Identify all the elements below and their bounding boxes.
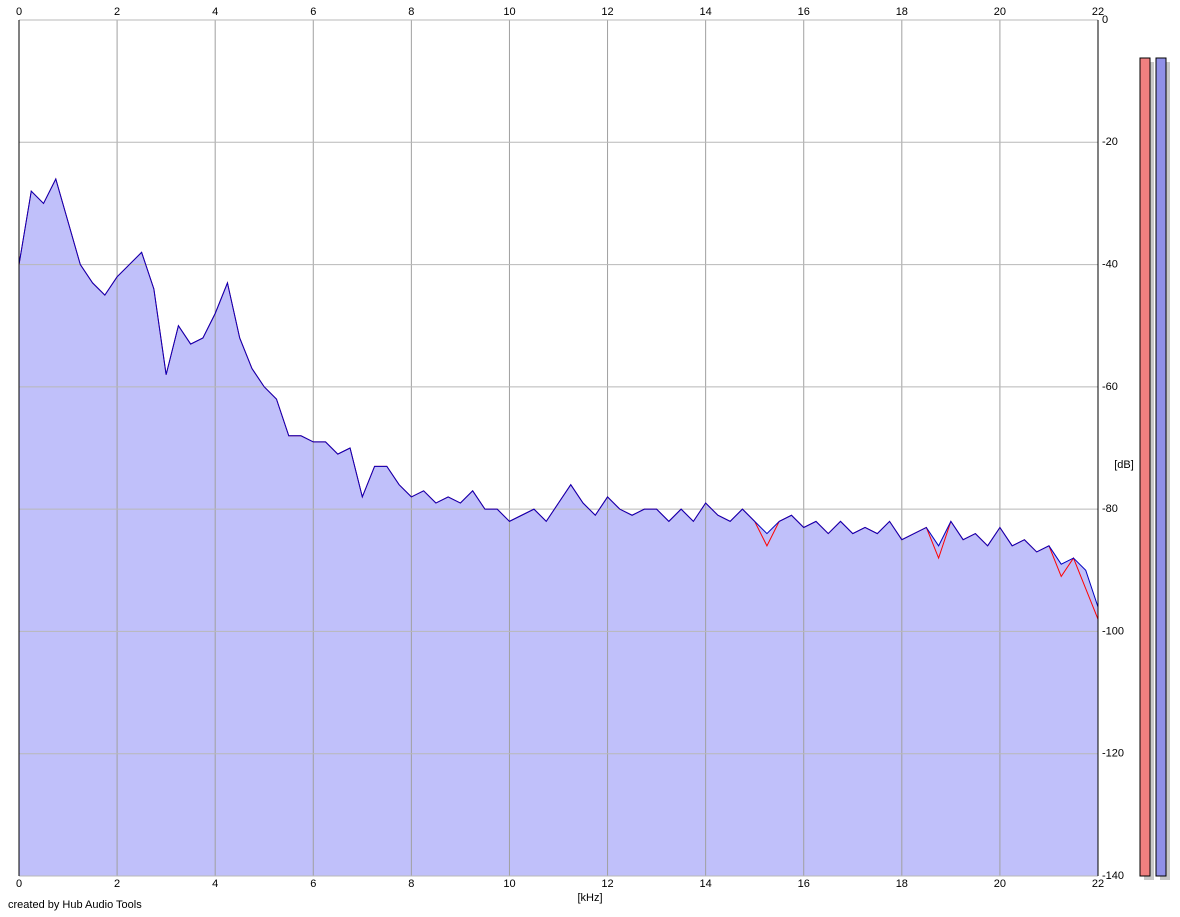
- x-tick-label: 8: [408, 6, 414, 18]
- x-tick-label: 0: [16, 6, 22, 18]
- x-tick-label: 4: [212, 878, 218, 890]
- x-tick-label: 8: [408, 878, 414, 890]
- x-tick-label: 2: [114, 6, 120, 18]
- x-tick-label: 0: [16, 878, 22, 890]
- credit: created by Hub Audio Tools: [8, 899, 142, 911]
- x-tick-label: 10: [503, 6, 515, 18]
- x-tick-label: 14: [700, 6, 712, 18]
- x-tick-label: 6: [310, 6, 316, 18]
- x-tick-label: 16: [798, 6, 810, 18]
- x-tick-label: 2: [114, 878, 120, 890]
- x-tick-label: 6: [310, 878, 316, 890]
- y-tick-label: -20: [1102, 136, 1118, 148]
- meter-right: [1155, 57, 1167, 877]
- spectrum-line: [18, 177, 1099, 608]
- x-tick-label: 12: [601, 878, 613, 890]
- y-tick-label: -120: [1102, 748, 1124, 760]
- x-tick-label: 18: [896, 6, 908, 18]
- x-tick-label: 10: [503, 878, 515, 890]
- spectrum-area: [19, 178, 1098, 876]
- x-tick-label: 22: [1092, 6, 1104, 18]
- y-tick-label: -140: [1102, 870, 1124, 882]
- y-tick-label: -60: [1102, 381, 1118, 393]
- y-tick-label: -80: [1102, 503, 1118, 515]
- y-tick-label: 0: [1102, 14, 1108, 26]
- y-axis-label: [dB]: [1114, 459, 1134, 471]
- x-tick-label: 4: [212, 6, 218, 18]
- x-tick-label: 12: [601, 6, 613, 18]
- x-tick-label: 20: [994, 6, 1006, 18]
- x-tick-label: 18: [896, 878, 908, 890]
- meter-left: [1139, 57, 1151, 877]
- x-axis-label: [kHz]: [577, 892, 602, 904]
- y-tick-label: -100: [1102, 625, 1124, 637]
- y-tick-label: -40: [1102, 258, 1118, 270]
- x-tick-label: 22: [1092, 878, 1104, 890]
- x-tick-label: 14: [700, 878, 712, 890]
- x-tick-label: 20: [994, 878, 1006, 890]
- x-tick-label: 16: [798, 878, 810, 890]
